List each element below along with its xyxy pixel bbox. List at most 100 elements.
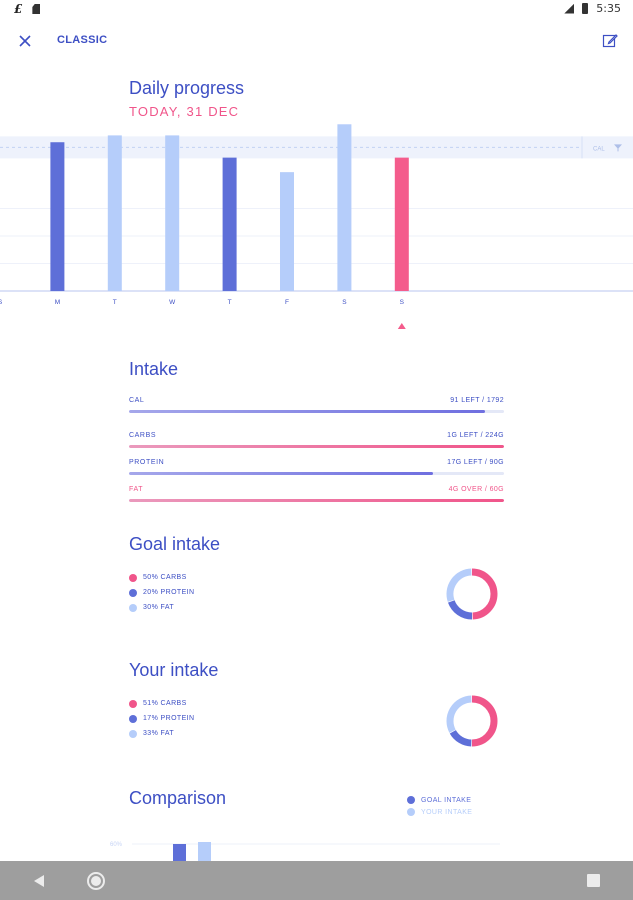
comparison-title: Comparison (129, 788, 227, 808)
your-donut-slice-0 (471, 695, 498, 747)
app-bar: CLASSIC (0, 26, 633, 54)
bar-5[interactable] (280, 172, 294, 291)
close-button[interactable] (16, 32, 34, 50)
legend-dot (407, 796, 415, 804)
comparison-legend-item: YOUR INTAKE (407, 806, 472, 818)
home-icon (87, 872, 105, 890)
day-label-2: T (113, 299, 117, 306)
comparison-chart: 60% (110, 842, 500, 862)
bar-2[interactable] (107, 135, 122, 291)
intake-progress-track (129, 410, 504, 413)
comparison-your-bar (198, 842, 211, 862)
day-label-1: M (55, 299, 60, 306)
intake-value: 17G LEFT / 90G (447, 459, 504, 466)
day-label-6: S (342, 299, 347, 306)
legend-label: 17% PROTEIN (143, 715, 195, 722)
filter-icon (614, 144, 622, 152)
intake-value: 4G OVER / 60G (448, 486, 504, 493)
sd-card-icon (32, 4, 41, 14)
legend-label: GOAL INTAKE (421, 796, 472, 804)
signal-icon (564, 3, 575, 14)
goal-donut-slice-2 (446, 568, 472, 602)
goal-donut-slice-1 (447, 599, 473, 620)
comparison-tick-label: 60% (110, 842, 123, 848)
battery-icon (582, 3, 589, 14)
comparison-legend: GOAL INTAKE YOUR INTAKE (407, 794, 472, 818)
legend-dot (407, 808, 415, 816)
comparison-legend-item: GOAL INTAKE (407, 794, 472, 806)
day-label-5: F (285, 299, 289, 306)
intake-progress-track (129, 499, 504, 502)
goal-intake-legend: 50% CARBS 20% PROTEIN 30% FAT (129, 570, 194, 615)
your-legend-item: 17% PROTEIN (129, 711, 194, 726)
goal-donut-slice-0 (471, 568, 498, 620)
intake-label: CAL (129, 397, 145, 404)
intake-label: PROTEIN (129, 459, 165, 466)
today-date: TODAY, 31 DEC (129, 104, 240, 119)
back-icon (34, 875, 44, 887)
intake-progress-fill (129, 445, 504, 448)
status-time: 5:35 (596, 2, 621, 15)
legend-dot (129, 729, 137, 738)
goal-band (0, 136, 633, 159)
legend-label: 30% FAT (143, 604, 175, 611)
status-bar: £ 5:35 (0, 0, 633, 18)
your-intake-donut (446, 695, 498, 747)
day-label-4: T (228, 299, 232, 306)
recents-button[interactable] (587, 874, 600, 892)
goal-legend-item: 50% CARBS (129, 570, 194, 585)
goal-intake-donut (446, 568, 498, 620)
intake-value: 1G LEFT / 224G (447, 432, 504, 439)
legend-label: 33% FAT (143, 730, 175, 737)
your-intake-title: Your intake (129, 660, 219, 680)
app-title: CLASSIC (57, 34, 108, 46)
legend-dot (129, 714, 137, 723)
goal-legend-item: 20% PROTEIN (129, 585, 194, 600)
day-label-0: S (0, 299, 3, 306)
intake-value: 91 LEFT / 1792 (450, 397, 504, 404)
legend-label: 50% CARBS (143, 574, 187, 581)
your-legend-item: 51% CARBS (129, 696, 194, 711)
legend-label: 51% CARBS (143, 700, 187, 707)
legend-label: YOUR INTAKE (421, 808, 473, 816)
legend-dot (129, 603, 137, 612)
goal-intake-title: Goal intake (129, 534, 221, 554)
your-intake-legend: 51% CARBS 17% PROTEIN 33% FAT (129, 696, 194, 741)
day-label-7: S (400, 299, 405, 306)
goal-legend-item: 30% FAT (129, 600, 194, 615)
intake-progress-fill (129, 499, 504, 502)
intake-progress-fill (129, 410, 486, 413)
your-legend-item: 33% FAT (129, 726, 194, 741)
edit-button[interactable] (601, 32, 619, 50)
intake-progress-track (129, 472, 504, 475)
back-button[interactable] (32, 874, 46, 893)
bar-7[interactable] (394, 157, 409, 291)
bar-3[interactable] (165, 135, 180, 291)
home-button[interactable] (86, 871, 106, 896)
intake-title: Intake (129, 359, 179, 379)
edit-icon (602, 34, 618, 48)
daily-progress-chart: CAL S M T W T F S S (0, 124, 633, 329)
intake-label: CARBS (129, 432, 157, 439)
bar-4[interactable] (222, 157, 237, 291)
bar-6[interactable] (337, 124, 352, 292)
intake-label: FAT (129, 486, 144, 493)
your-donut-slice-2 (446, 695, 472, 733)
legend-dot (129, 588, 137, 597)
your-donut-slice-1 (449, 729, 472, 747)
close-icon (19, 35, 31, 47)
comparison-goal-bar (173, 844, 186, 862)
bar-1[interactable] (50, 142, 65, 291)
day-label-3: W (169, 299, 176, 306)
intake-progress-fill (129, 472, 433, 475)
navigation-bar (0, 861, 633, 900)
recents-icon (587, 874, 600, 887)
app-notification-icon: £ (14, 2, 23, 16)
daily-progress-title: Daily progress (129, 78, 245, 98)
legend-dot (129, 573, 137, 582)
legend-label: 20% PROTEIN (143, 589, 195, 596)
intake-progress-track (129, 445, 504, 448)
goal-label: CAL (593, 146, 605, 152)
today-marker (397, 323, 406, 329)
legend-dot (129, 699, 137, 708)
